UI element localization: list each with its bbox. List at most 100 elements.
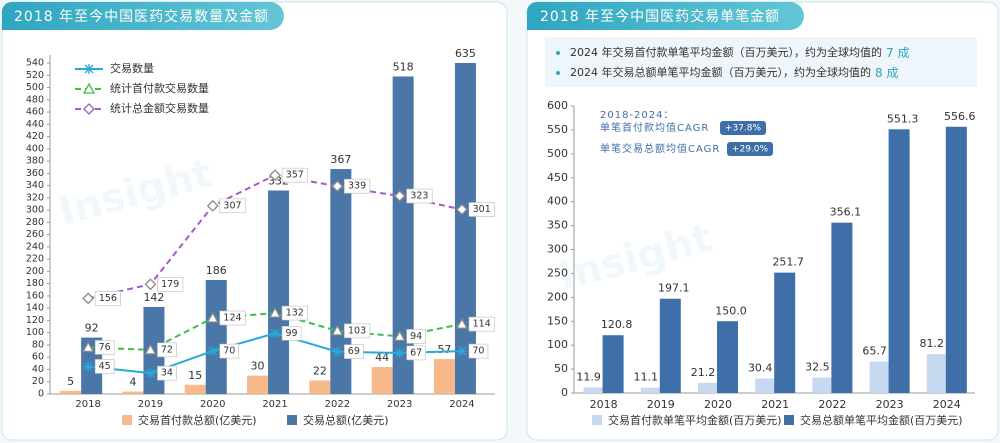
label-box [406,329,426,344]
bar-label: 92 [85,322,99,335]
bar-label: 32.5 [805,360,830,373]
x-tick-label: 2021 [262,399,287,410]
marker [394,347,405,358]
annotation-value: +37.8% [725,124,762,134]
marker [82,341,95,353]
point-label: 357 [286,170,304,181]
point-label: 69 [348,346,360,357]
y-tick-label: 420 [26,131,44,142]
bullet [556,51,560,55]
marker [456,203,468,216]
y-tick-label: 0 [561,386,568,399]
point-label: 179 [161,279,179,290]
x-tick-label: 2021 [761,398,789,411]
bar [888,129,910,393]
label-box [406,188,433,204]
y-tick-label: 20 [32,376,44,387]
label-box [468,343,489,359]
badge [720,121,766,135]
label-box [406,345,426,361]
label-box [344,344,364,360]
x-tick-label: 2023 [387,399,412,410]
bar-label: 142 [143,291,164,304]
bar-label: 635 [455,47,476,60]
bar [60,390,82,394]
bar [392,76,414,395]
note: 2024 年交易总额单笔平均金额（百万美元），约为全球均值的 8 成 [570,65,898,80]
legend-marker [83,103,95,115]
y-tick-label: 320 [26,192,44,203]
y-tick-label: 80 [32,339,44,350]
marker [82,292,95,305]
x-tick-label: 2018 [75,399,100,410]
annotation-value: +29.0% [732,145,769,155]
bar [583,387,605,393]
marker [393,330,406,342]
bar-label: 197.1 [658,282,690,295]
x-tick-label: 2020 [200,399,225,410]
bar-label: 4 [129,376,136,389]
bar-label: 367 [330,153,351,166]
legend-marker [84,64,94,74]
bar-label: 5 [67,375,74,388]
legend-swatch [287,415,297,425]
bar-label: 44 [375,351,389,364]
bar-label: 30 [251,360,265,373]
annotation-label: 单笔首付款均值CAGR [600,121,709,134]
legend-label: 交易数量 [110,61,154,75]
y-tick-label: 550 [547,123,568,136]
annotation-title: 2018-2024： [600,110,675,121]
bar [659,298,681,393]
point-label: 99 [286,328,298,339]
legend-swatch [122,415,132,425]
annotation-label: 单笔交易总额均值CAGR [600,142,720,155]
y-tick-label: 540 [26,58,44,69]
point-label: 323 [410,191,428,202]
marker [456,346,467,357]
y-tick-label: 220 [26,254,44,265]
point-label: 34 [161,368,173,379]
y-tick-label: 400 [26,143,44,154]
bar [184,384,206,394]
marker [270,328,281,339]
bar-label: 22 [313,365,327,378]
note-text: 2024 年交易首付款单笔平均金额（百万美元），约为全球均值的 [570,45,882,59]
label-box [468,202,495,217]
marker [83,361,94,372]
y-tick-label: 0 [38,389,44,400]
point-label: 301 [473,204,491,215]
y-tick-label: 140 [26,303,44,314]
note-highlight: 8 成 [875,66,898,80]
y-tick-label: 600 [547,99,568,112]
y-tick-label: 240 [26,241,44,252]
marker [455,317,469,329]
marker [393,190,406,202]
bar [755,378,777,393]
point-label: 156 [99,293,117,304]
point-label: 103 [348,325,366,336]
bar-label: 356.1 [830,206,862,219]
y-tick-label: 460 [26,107,44,118]
y-tick-label: 440 [26,119,44,130]
label-box [157,342,177,358]
bar-label: 21.2 [691,366,716,379]
legend-label: 交易首付款单笔平均金额(百万美元) [608,413,782,427]
bar-label: 30.4 [748,361,773,374]
legend-label: 交易总额单笔平均金额(百万美元) [800,413,963,427]
note-text: 2024 年交易总额单笔平均金额（百万美元），约为全球均值的 [570,65,871,79]
x-tick-label: 2019 [138,399,163,410]
bullet [556,71,560,75]
bar [640,387,662,393]
bar [602,335,624,393]
y-tick-label: 350 [547,219,568,232]
bar [330,169,352,394]
bar [926,354,948,393]
bar [831,222,853,393]
legend-marker [82,82,96,94]
title-tab [2,2,284,30]
y-tick-label: 100 [26,327,44,338]
point-label: 132 [286,308,304,319]
legend-label: 统计总金额交易数量 [110,101,209,115]
y-tick-label: 300 [26,205,44,216]
